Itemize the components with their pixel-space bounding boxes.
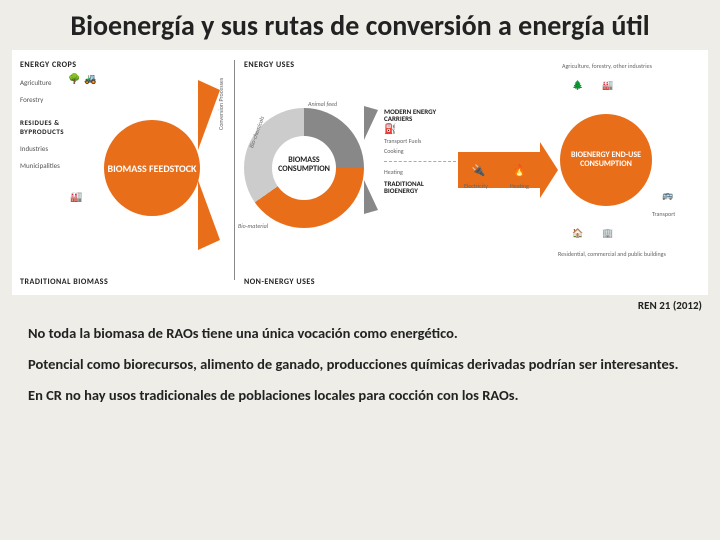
modern-carriers-title: MODERN ENERGY CARRIERS xyxy=(384,108,456,122)
conversion-label: Conversion Processes xyxy=(217,50,225,130)
src-industries: Industries xyxy=(20,144,90,153)
slice-biomaterial: Bio-material xyxy=(238,222,268,230)
traditional-biomass-footer: TRADITIONAL BIOMASS xyxy=(20,277,108,287)
page-title: Bioenergía y sus rutas de conversión a e… xyxy=(0,0,720,50)
consumption-label: BIOMASS CONSUMPTION xyxy=(278,156,330,174)
factory2-icon: 🏭 xyxy=(602,80,613,91)
traditional-bioenergy-title: TRADITIONAL BIOENERGY xyxy=(384,180,456,194)
carrier-cooking: Cooking xyxy=(384,147,456,155)
feedstock-label: BIOMASS FEEDSTOCK xyxy=(107,163,196,174)
body-text: No toda la biomasa de RAOs tiene una úni… xyxy=(0,312,720,429)
conversion-diagram: ENERGY CROPS Agriculture Forestry RESIDU… xyxy=(12,50,708,295)
house-icon: 🏠 xyxy=(572,228,583,239)
carrier-heating: Heating xyxy=(384,168,456,176)
vector-electricity: Electricity xyxy=(464,182,488,190)
enduse-circle: BIOENERGY END-USE CONSUMPTION xyxy=(560,114,652,206)
src-municipalities: Municipalities xyxy=(20,161,90,170)
tree-icon: 🌳 xyxy=(68,72,80,85)
fuel-icon: ⛽ xyxy=(384,122,396,135)
source-citation: REN 21 (2012) xyxy=(0,295,720,312)
building-icon: 🏢 xyxy=(602,228,613,239)
tri-carriers-bot xyxy=(364,180,378,214)
src-forestry: Forestry xyxy=(20,95,90,104)
flame-icon: 🔥 xyxy=(513,164,527,177)
enduse-title: BIOENERGY END-USE CONSUMPTION xyxy=(566,151,646,169)
para-1: No toda la biomasa de RAOs tiene una úni… xyxy=(28,324,692,343)
sector-buildings: Residential, commercial and public build… xyxy=(558,250,678,258)
energy-crops-header: ENERGY CROPS xyxy=(20,60,90,70)
vector-heating: Heating xyxy=(510,182,529,190)
bus-icon: 🚌 xyxy=(662,190,673,201)
non-energy-uses-footer: NON-ENERGY USES xyxy=(244,277,315,287)
triangle-bot xyxy=(198,180,220,250)
para-3: En CR no hay usos tradicionales de pobla… xyxy=(28,386,692,405)
para-2: Potencial como biorecursos, alimento de … xyxy=(28,355,692,374)
factory-icon: 🏭 xyxy=(70,190,82,203)
sector-ag: Agriculture, forestry, other industries xyxy=(562,62,662,70)
sector-transport: Transport xyxy=(652,210,675,218)
slice-animal-feed: Animal feed xyxy=(308,100,337,108)
tree2-icon: 🌲 xyxy=(572,80,583,91)
biomass-feedstock-circle: BIOMASS FEEDSTOCK xyxy=(104,120,200,216)
energy-uses-header: ENERGY USES xyxy=(244,60,295,70)
plug-icon: 🔌 xyxy=(472,164,486,177)
carrier-transport-fuels: Transport Fuels xyxy=(384,137,456,145)
tractor-icon: 🚜 xyxy=(84,72,96,85)
residues-header: RESIDUES & BYPRODUCTS xyxy=(20,118,90,136)
tri-carriers-top xyxy=(364,106,378,140)
